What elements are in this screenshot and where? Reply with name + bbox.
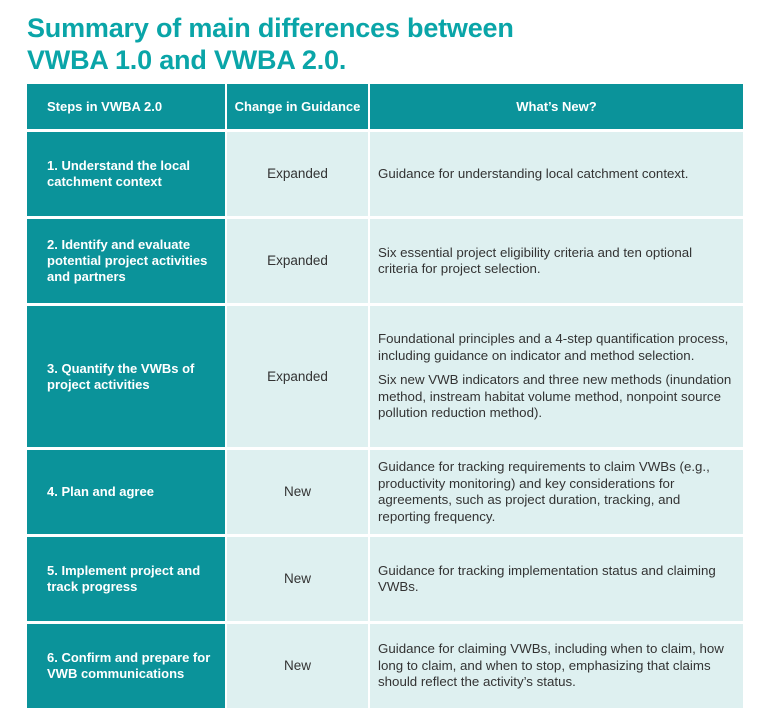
step-cell: 3. Quantify the VWBs of project activiti… <box>27 306 227 447</box>
whats-new-text: Guidance for tracking requirements to cl… <box>378 459 710 524</box>
change-cell: Expanded <box>227 219 370 303</box>
change-cell: Expanded <box>227 306 370 447</box>
step-cell: 2. Identify and evaluate potential proje… <box>27 219 227 303</box>
whats-new-text: Guidance for understanding local catchme… <box>378 165 689 181</box>
header-change: Change in Guidance <box>227 84 370 129</box>
step-cell: 6. Confirm and prepare for VWB communica… <box>27 624 227 708</box>
title-line-1: Summary of main differences between <box>27 13 514 43</box>
whats-new-text: Guidance for tracking implementation sta… <box>378 562 716 595</box>
change-cell: Expanded <box>227 132 370 216</box>
whats-new-cell: Six essential project eligibility criter… <box>370 219 743 303</box>
title-line-2: VWBA 1.0 and VWBA 2.0. <box>27 45 347 75</box>
whats-new-text: Six essential project eligibility criter… <box>378 244 693 277</box>
whats-new-text: Foundational principles and a 4-step qua… <box>378 331 729 363</box>
whats-new-cell: Foundational principles and a 4-step qua… <box>370 306 743 447</box>
page-title: Summary of main differences between VWBA… <box>27 12 514 76</box>
step-cell: 5. Implement project and track progress <box>27 537 227 621</box>
whats-new-cell: Guidance for tracking implementation sta… <box>370 537 743 621</box>
differences-table: Steps in VWBA 2.0 Change in Guidance Wha… <box>27 84 743 708</box>
whats-new-text: Guidance for claiming VWBs, including wh… <box>378 641 724 690</box>
change-cell: New <box>227 624 370 708</box>
whats-new-text: Six new VWB indicators and three new met… <box>378 372 732 421</box>
step-cell: 4. Plan and agree <box>27 450 227 534</box>
change-cell: New <box>227 450 370 534</box>
step-cell: 1. Understand the local catchment contex… <box>27 132 227 216</box>
header-steps: Steps in VWBA 2.0 <box>27 84 227 129</box>
whats-new-cell: Guidance for tracking requirements to cl… <box>370 450 743 534</box>
change-cell: New <box>227 537 370 621</box>
whats-new-cell: Guidance for understanding local catchme… <box>370 132 743 216</box>
header-whats-new: What’s New? <box>370 84 743 129</box>
whats-new-cell: Guidance for claiming VWBs, including wh… <box>370 624 743 708</box>
